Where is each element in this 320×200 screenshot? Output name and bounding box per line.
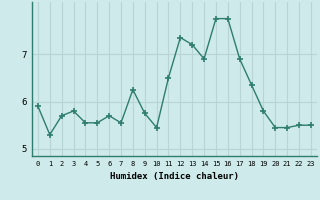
X-axis label: Humidex (Indice chaleur): Humidex (Indice chaleur) (110, 172, 239, 181)
